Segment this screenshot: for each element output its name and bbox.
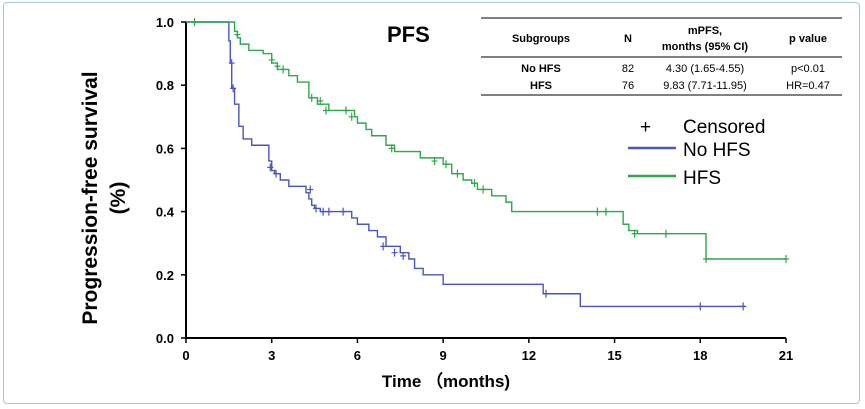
- y-tick-label: 1.0: [156, 15, 174, 30]
- table-row1-subgroup: No HFS: [521, 63, 561, 75]
- censor-mark-hfs: [323, 106, 329, 115]
- y-axis-title-line2: (%): [107, 182, 130, 215]
- series-line-hfs: [186, 21, 786, 260]
- x-tick-label: 12: [522, 348, 536, 363]
- censor-mark-no-hfs: [307, 185, 314, 194]
- censor-mark-hfs: [308, 93, 315, 102]
- x-tick-label: 6: [354, 348, 361, 363]
- censor-mark-hfs: [471, 179, 478, 188]
- table-row2-subgroup: HFS: [530, 80, 552, 92]
- censor-mark-hfs: [234, 30, 241, 39]
- table-header-n: N: [624, 33, 632, 45]
- censor-mark-hfs: [268, 55, 275, 64]
- censor-mark-hfs: [431, 157, 438, 166]
- censor-mark-hfs: [631, 229, 638, 238]
- y-tick-label: 0.8: [156, 78, 174, 93]
- censor-mark-no-hfs: [273, 169, 279, 178]
- censor-mark-no-hfs: [740, 302, 747, 311]
- censor-mark-no-hfs: [380, 242, 387, 251]
- censor-mark-hfs: [454, 169, 461, 178]
- summary-table: Subgroups N mPFS, months (95% CI) p valu…: [481, 17, 842, 96]
- y-tick-label: 0.2: [156, 268, 174, 283]
- censor-mark-no-hfs: [340, 207, 347, 216]
- table-row1-mpfs: 4.30 (1.65-4.55): [666, 63, 744, 75]
- x-axis-title: Time （months): [382, 371, 510, 391]
- legend-censored-symbol: +: [640, 117, 651, 138]
- censor-mark-no-hfs: [267, 163, 274, 172]
- table-row2-n: 76: [622, 80, 634, 92]
- censor-mark-hfs: [443, 160, 449, 169]
- table-header-pvalue: p value: [789, 33, 827, 45]
- censor-mark-hfs: [663, 229, 669, 238]
- censor-mark-no-hfs: [320, 207, 327, 216]
- censor-mark-no-hfs: [400, 251, 407, 260]
- censor-mark-hfs: [388, 144, 395, 153]
- censor-mark-hfs: [348, 112, 355, 121]
- y-axis-title-line1: Progression-free survival: [79, 71, 102, 324]
- censor-mark-no-hfs: [391, 248, 398, 257]
- censor-mark-hfs: [703, 255, 709, 263]
- censor-mark-hfs: [603, 207, 609, 216]
- censor-mark-no-hfs: [230, 84, 237, 93]
- censor-mark-hfs: [317, 97, 324, 105]
- x-tick-label: 0: [182, 348, 189, 363]
- table-header-mpfs-line2: months (95% CI): [662, 41, 749, 53]
- censor-mark-hfs: [274, 62, 281, 71]
- censor-mark-hfs: [480, 185, 487, 194]
- censor-mark-hfs: [594, 207, 601, 216]
- x-tick-label: 18: [693, 348, 707, 363]
- x-tick-label: 9: [440, 348, 447, 363]
- y-tick-label: 0.0: [156, 331, 174, 346]
- legend-label-no-hfs: No HFS: [683, 140, 751, 161]
- legend-censored-label: Censored: [683, 117, 765, 138]
- x-tick-label: 15: [607, 348, 621, 363]
- censor-mark-hfs: [783, 255, 789, 263]
- table-row1-n: 82: [622, 63, 634, 75]
- legend-label-hfs: HFS: [683, 168, 721, 189]
- censor-mark-no-hfs: [325, 207, 332, 216]
- y-tick-label: 0.4: [156, 205, 175, 220]
- x-tick-label: 21: [779, 348, 793, 363]
- series-line-no-hfs: [186, 21, 746, 308]
- censor-mark-no-hfs: [543, 289, 549, 298]
- table-row2-pvalue: HR=0.47: [786, 80, 830, 92]
- table-header-mpfs-line1: mPFS,: [688, 25, 722, 37]
- censor-mark-hfs: [191, 18, 198, 26]
- censor-mark-no-hfs: [697, 302, 704, 311]
- chart-title: PFS: [387, 22, 430, 47]
- censor-mark-no-hfs: [313, 204, 319, 213]
- table-header-subgroups: Subgroups: [512, 33, 570, 45]
- y-tick-label: 0.6: [156, 141, 174, 156]
- censor-mark-hfs: [343, 106, 349, 115]
- censor-mark-hfs: [280, 65, 287, 74]
- censor-mark-no-hfs: [228, 59, 235, 68]
- x-tick-label: 3: [268, 348, 275, 363]
- legend: + Censored No HFS HFS: [628, 117, 765, 189]
- table-row1-pvalue: p<0.01: [791, 63, 825, 75]
- table-row2-mpfs: 9.83 (7.71-11.95): [663, 80, 747, 92]
